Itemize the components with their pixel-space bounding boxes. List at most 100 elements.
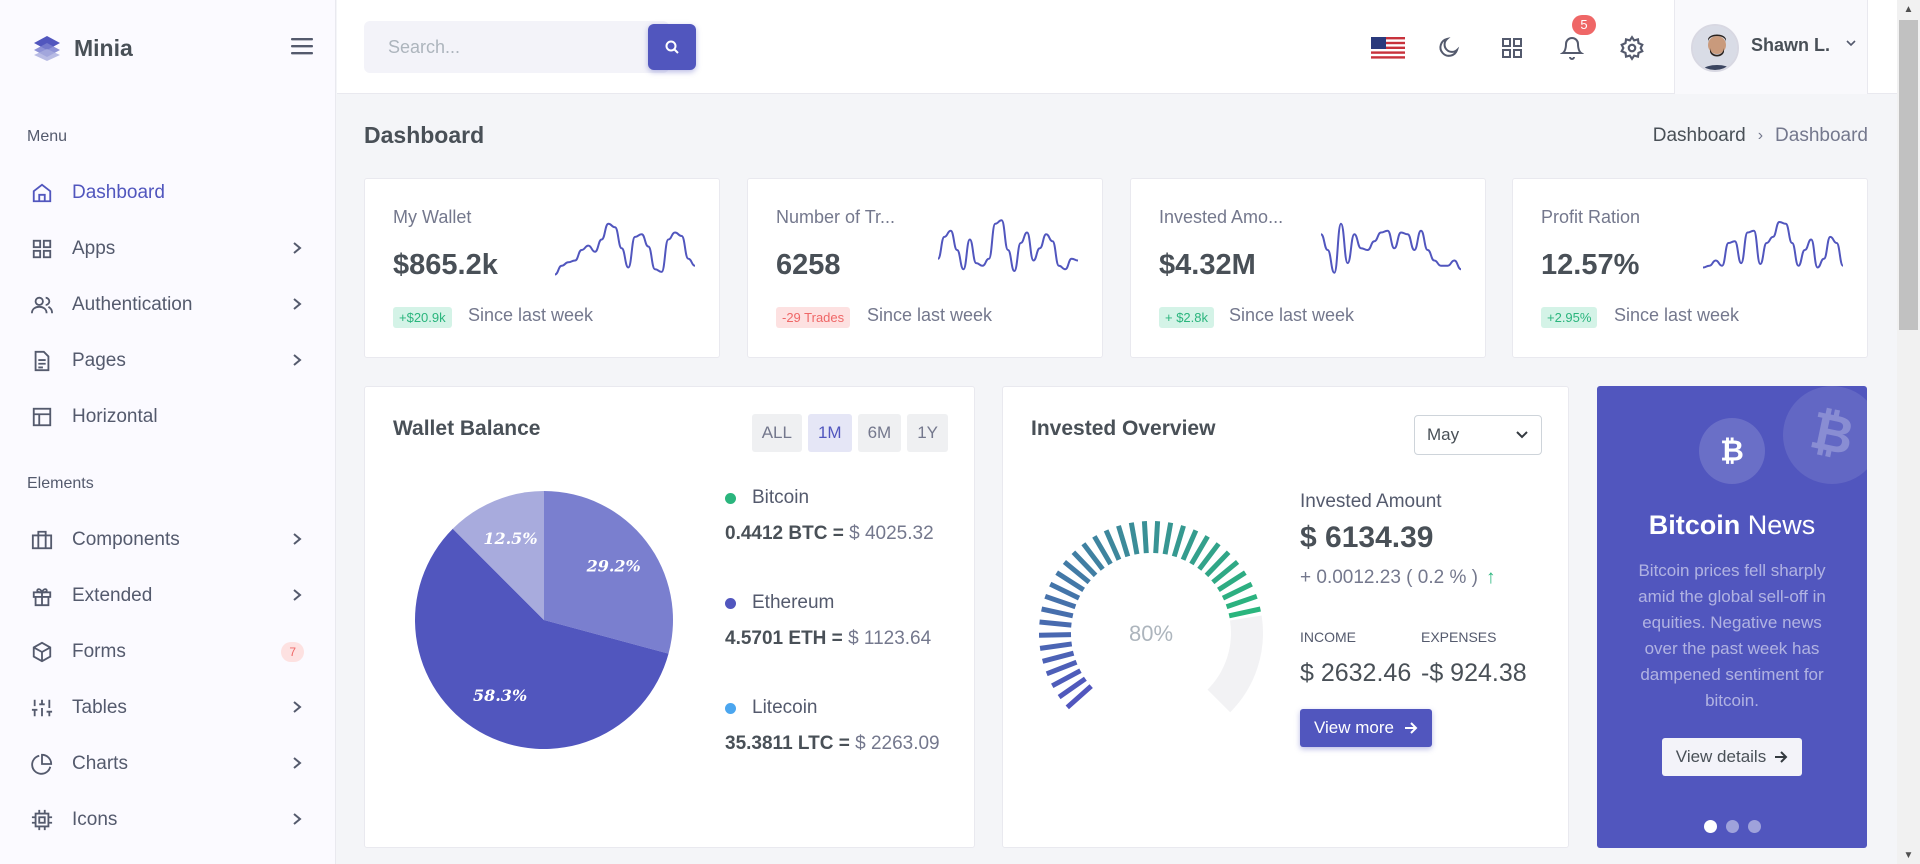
gauge-segment — [1055, 570, 1085, 592]
pie-slice[interactable] — [415, 528, 669, 749]
filter-1y-button[interactable]: 1Y — [907, 414, 948, 452]
sidebar-item-charts[interactable]: Charts — [30, 744, 310, 784]
logo-icon — [34, 36, 60, 61]
user-menu[interactable]: Shawn L. — [1674, 0, 1868, 94]
chevron-right-icon — [293, 589, 302, 601]
grid-icon — [30, 237, 54, 261]
dark-mode-toggle[interactable] — [1429, 28, 1469, 68]
home-icon — [30, 181, 54, 205]
gauge-segment — [1189, 535, 1210, 566]
ethereum-dot-icon — [725, 598, 736, 610]
arrow-up-icon: ↑ — [1485, 567, 1496, 588]
scroll-up-icon[interactable]: ▲ — [1903, 3, 1914, 15]
gauge-segment — [1221, 581, 1253, 601]
gauge-segment — [1141, 521, 1149, 554]
breadcrumb-link[interactable]: Dashboard — [1652, 125, 1746, 146]
sidebar-item-forms[interactable]: Forms 7 — [30, 632, 310, 672]
settings-button[interactable] — [1612, 28, 1652, 68]
gauge-segment — [1051, 668, 1082, 689]
gauge-segment — [1041, 650, 1075, 664]
filter-6m-button[interactable]: 6M — [857, 414, 902, 452]
coin-amount: 4.5701 ETH = — [725, 628, 843, 649]
cpu-icon — [30, 808, 54, 832]
sidebar-item-icons[interactable]: Icons — [30, 800, 310, 840]
bitcoin-dot-icon — [725, 493, 736, 505]
arrow-right-icon — [1775, 751, 1788, 763]
pie-slice[interactable] — [452, 491, 544, 620]
invested-amount-value: $ 6134.39 — [1300, 521, 1434, 554]
brand-logo[interactable]: Minia — [32, 30, 133, 66]
sidebar-item-authentication[interactable]: Authentication — [30, 285, 310, 325]
pie-slice[interactable] — [544, 491, 673, 654]
sidebar-item-components[interactable]: Components — [30, 520, 310, 560]
bell-icon — [1560, 37, 1584, 60]
expenses-label: EXPENSES — [1421, 629, 1497, 645]
page-scrollbar[interactable]: ▲ ▼ — [1897, 0, 1920, 864]
filter-all-button[interactable]: ALL — [751, 414, 802, 452]
sidebar-item-horizontal[interactable]: Horizontal — [30, 397, 310, 437]
view-more-label: View more — [1314, 718, 1394, 737]
sparkline-series — [1321, 222, 1461, 274]
sidebar-item-tables[interactable]: Tables — [30, 688, 310, 728]
sidebar-item-label: Components — [72, 529, 180, 550]
wallet-pie-chart: 29.2% 58.3% 12.5% — [415, 491, 673, 749]
scroll-down-icon[interactable]: ▼ — [1903, 849, 1914, 861]
coin-usd: $ 2263.09 — [855, 733, 940, 754]
gift-icon — [30, 584, 54, 608]
apps-grid-button[interactable] — [1492, 28, 1532, 68]
search-box — [364, 21, 696, 73]
sidebar-item-extended[interactable]: Extended — [30, 576, 310, 616]
sidebar-item-label: Forms — [72, 641, 126, 662]
sidebar: Minia Menu Dashboard Apps Authentication — [0, 0, 336, 864]
scrollbar-thumb[interactable] — [1899, 20, 1918, 330]
chevron-right-icon — [293, 354, 302, 366]
svg-text:₿: ₿ — [1808, 407, 1856, 463]
gauge-segment — [1103, 529, 1122, 561]
notifications-button[interactable] — [1552, 28, 1592, 68]
menu-toggle-button[interactable] — [288, 32, 316, 60]
bitcoin-bg-icon: ₿ — [1783, 386, 1867, 484]
stat-value: $865.2k — [393, 249, 498, 281]
sidebar-item-label: Authentication — [72, 294, 193, 315]
chevron-right-icon — [293, 813, 302, 825]
carousel-indicators — [1597, 820, 1867, 833]
sidebar-item-label: Dashboard — [72, 182, 165, 203]
invested-change: + 0.0012.23 ( 0.2 % ) ↑ — [1300, 567, 1495, 589]
card-title: Invested Overview — [1031, 417, 1216, 440]
carousel-dot[interactable] — [1703, 820, 1717, 833]
search-input[interactable] — [364, 21, 614, 73]
sidebar-item-pages[interactable]: Pages — [30, 341, 310, 381]
language-flag-button[interactable] — [1368, 28, 1408, 68]
sidebar-item-apps[interactable]: Apps — [30, 229, 310, 269]
view-details-button[interactable]: View details — [1662, 738, 1802, 776]
moon-icon — [1439, 37, 1460, 57]
carousel-dot[interactable] — [1747, 820, 1761, 833]
search-button[interactable] — [648, 24, 696, 70]
gauge-segment — [1081, 542, 1105, 571]
month-select[interactable]: May — [1414, 415, 1542, 455]
carousel-dot[interactable] — [1725, 820, 1739, 833]
income-value: $ 2632.46 — [1300, 659, 1412, 687]
layout-icon — [30, 405, 54, 429]
sparkline-chart — [938, 219, 1078, 273]
litecoin-dot-icon — [725, 703, 736, 715]
gauge-track — [1207, 615, 1263, 713]
sidebar-item-dashboard[interactable]: Dashboard — [30, 173, 310, 213]
sparkline-chart — [1703, 220, 1843, 269]
stat-card-profit: Profit Ration 12.57% +2.95% Since last w… — [1512, 178, 1868, 358]
gauge-segment — [1211, 560, 1240, 585]
legend-litecoin: Litecoin 35.3811 LTC = $ 2263.09 — [725, 697, 940, 755]
sparkline-chart — [1321, 222, 1461, 274]
invested-gauge-chart: 80% — [1038, 521, 1263, 713]
chevron-right-icon — [293, 298, 302, 310]
chevron-right-icon — [293, 242, 302, 254]
view-more-button[interactable]: View more — [1300, 709, 1432, 747]
stat-card-trades: Number of Tr... 6258 -29 Trades Since la… — [747, 178, 1103, 358]
stat-change-badge: +$20.9k — [393, 307, 452, 328]
invested-overview-card: Invested Overview May 80% Invested Amoun… — [1002, 386, 1569, 848]
filter-1m-button[interactable]: 1M — [807, 414, 852, 452]
gauge-segment — [1171, 525, 1186, 558]
card-title: Wallet Balance — [393, 417, 541, 440]
gauge-value-label: 80% — [1129, 621, 1173, 646]
news-title-bold: Bitcoin — [1648, 510, 1741, 540]
